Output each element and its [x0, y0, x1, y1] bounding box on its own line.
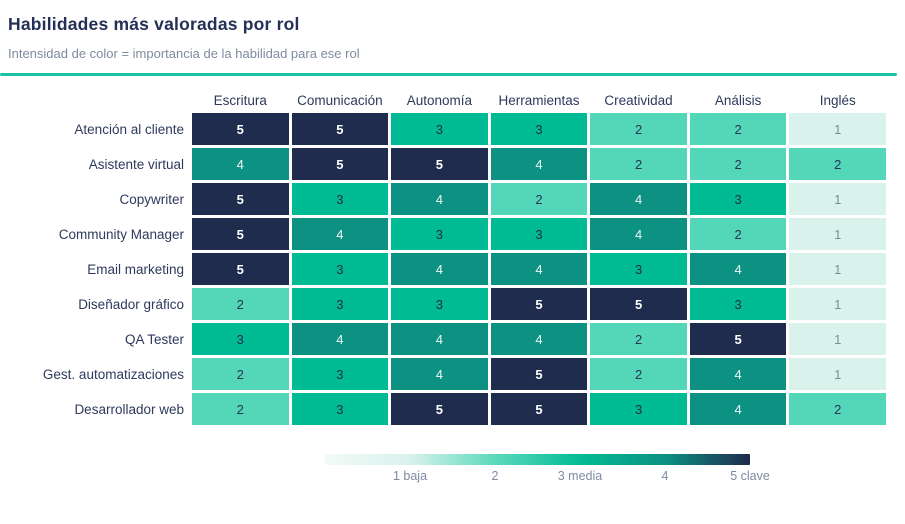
heatmap-cell: 4	[391, 253, 488, 285]
column-header: Herramientas	[498, 92, 580, 108]
heatmap-cell: 5	[391, 148, 488, 180]
column-header: Inglés	[819, 92, 856, 108]
heatmap-cell: 4	[490, 253, 588, 285]
heatmap-cell: 2	[192, 358, 289, 390]
legend-gradient-bar	[325, 454, 750, 465]
heatmap-cell: 4	[590, 183, 687, 215]
heatmap-cell: 2	[689, 113, 787, 145]
heatmap-cell: 5	[192, 183, 289, 215]
heatmap-cell: 5	[590, 288, 687, 320]
heatmap-cell: 3	[490, 218, 588, 250]
heatmap-cell: 2	[590, 358, 687, 390]
heatmap-cell: 3	[391, 288, 488, 320]
heatmap-cell: 4	[192, 148, 289, 180]
column-header: Escritura	[213, 92, 267, 108]
heatmap-cell: 3	[391, 113, 488, 145]
heatmap-cell: 4	[490, 148, 588, 180]
heatmap-cell: 1	[789, 113, 886, 145]
heatmap-cell: 4	[689, 253, 787, 285]
heatmap-cell: 5	[192, 253, 289, 285]
row-label: Atención al cliente	[74, 121, 184, 137]
heatmap-cell: 1	[789, 253, 886, 285]
heatmap-cell: 5	[490, 358, 588, 390]
heatmap-cell: 2	[192, 393, 289, 425]
heatmap-cell: 1	[789, 183, 886, 215]
row-label: Diseñador gráfico	[78, 296, 184, 312]
legend-tick-label: 1 baja	[392, 469, 428, 483]
heatmap-cell: 3	[689, 288, 787, 320]
heatmap-cell: 3	[689, 183, 787, 215]
color-scale-legend: 1 baja 2 3 media 4 5 clave	[325, 454, 770, 487]
heatmap-cell: 5	[291, 113, 389, 145]
heatmap-cell: 2	[192, 288, 289, 320]
heatmap-cell: 3	[192, 323, 289, 355]
legend-tick-label: 4	[661, 469, 669, 483]
heatmap-cell: 4	[291, 218, 389, 250]
heatmap-cell: 3	[391, 218, 488, 250]
heatmap-cell: 1	[789, 218, 886, 250]
heatmap-cell: 5	[192, 113, 289, 145]
legend-tick-label: 2	[491, 469, 499, 483]
heatmap-cell: 5	[192, 218, 289, 250]
column-header: Análisis	[714, 92, 762, 108]
heatmap-cell: 3	[590, 253, 687, 285]
heatmap-cell: 4	[490, 323, 588, 355]
column-header: Comunicación	[297, 92, 383, 108]
heatmap-cell: 5	[291, 148, 389, 180]
heatmap-grid: Escritura Comunicación Autonomía Herramient…	[0, 90, 886, 425]
chart-title: Habilidades más valoradas por rol	[8, 14, 300, 34]
heatmap-cell: 1	[789, 323, 886, 355]
heatmap-cell: 3	[291, 183, 389, 215]
heatmap-cell: 1	[789, 288, 886, 320]
heatmap-cell: 3	[291, 393, 389, 425]
row-label: Email marketing	[87, 261, 184, 277]
row-label: Asistente virtual	[88, 156, 184, 172]
heatmap-cell: 2	[789, 148, 886, 180]
divider-line	[0, 73, 897, 76]
row-label: Gest. automatizaciones	[42, 366, 184, 382]
heatmap-cell: 5	[689, 323, 787, 355]
heatmap-cell: 4	[391, 183, 488, 215]
row-label: Copywriter	[119, 191, 184, 207]
heatmap-cell: 3	[291, 253, 389, 285]
heatmap-cell: 4	[391, 323, 488, 355]
heatmap-cell: 4	[590, 218, 687, 250]
heatmap-cell: 4	[689, 358, 787, 390]
heatmap-cell: 3	[291, 358, 389, 390]
heatmap-cell: 3	[590, 393, 687, 425]
corner-cell	[0, 90, 189, 110]
chart-subtitle: Intensidad de color = importancia de la …	[8, 46, 360, 61]
heatmap-cell: 5	[490, 288, 588, 320]
row-label: Desarrollador web	[74, 401, 184, 417]
heatmap-cell: 3	[291, 288, 389, 320]
heatmap-cell: 2	[490, 183, 588, 215]
heatmap-cell: 2	[590, 148, 687, 180]
row-label: Community Manager	[58, 226, 184, 242]
heatmap-cell: 4	[391, 358, 488, 390]
heatmap-cell: 2	[689, 218, 787, 250]
heatmap-cell: 2	[590, 113, 687, 145]
legend-tick-label: 5 clave	[730, 469, 770, 483]
column-header: Creatividad	[604, 92, 673, 108]
legend-tick-label: 3 media	[557, 469, 603, 483]
heatmap-cell: 2	[689, 148, 787, 180]
column-header: Autonomía	[406, 92, 473, 108]
heatmap-cell: 5	[391, 393, 488, 425]
heatmap-cell: 5	[490, 393, 588, 425]
heatmap-cell: 2	[590, 323, 687, 355]
legend-labels: 1 baja 2 3 media 4 5 clave	[325, 469, 770, 487]
heatmap-cell: 4	[689, 393, 787, 425]
heatmap-cell: 1	[789, 358, 886, 390]
heatmap-cell: 2	[789, 393, 886, 425]
row-label: QA Tester	[124, 331, 184, 347]
heatmap-cell: 3	[490, 113, 588, 145]
heatmap-cell: 4	[291, 323, 389, 355]
